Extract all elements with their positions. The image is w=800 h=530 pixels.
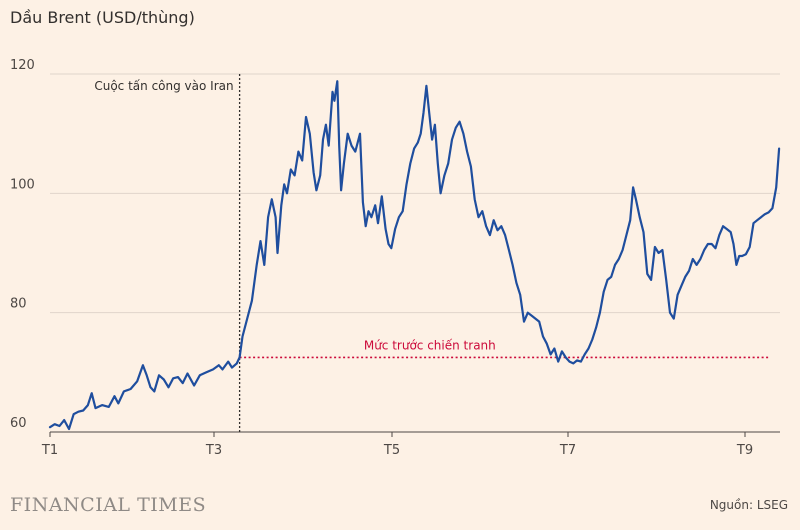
y-tick-label-60: 60 — [10, 416, 27, 431]
x-tick-label-T5: T5 — [383, 443, 400, 458]
source-note: Nguồn: LSEG — [709, 498, 788, 512]
series-line-brent — [48, 80, 781, 431]
y-tick-label-120: 120 — [10, 58, 35, 73]
grid-layer — [50, 73, 780, 433]
x-tick-label-T7: T7 — [559, 443, 576, 458]
x-tick-label-T9: T9 — [736, 443, 753, 458]
x-tick-label-T1: T1 — [41, 443, 58, 458]
y-tick-label-80: 80 — [10, 297, 27, 312]
y-tick-label-100: 100 — [10, 177, 35, 192]
chart-title: Dầu Brent (USD/thùng) — [10, 8, 195, 27]
y-tick-labels: 60 80 100 120 — [10, 58, 35, 431]
reference-line-group: Mức trước chiến tranh — [239, 338, 770, 359]
event-marker: Cuộc tấn công vào Iran — [94, 74, 241, 432]
event-marker-label: Cuộc tấn công vào Iran — [94, 79, 233, 93]
reference-line-label: Mức trước chiến tranh — [364, 338, 496, 352]
x-tick-label-T3: T3 — [205, 443, 222, 458]
series-layer — [48, 80, 781, 431]
brand-logo-text: FINANCIAL TIMES — [10, 494, 207, 516]
x-tick-labels: T1 T3 T5 T7 T9 — [41, 432, 753, 458]
